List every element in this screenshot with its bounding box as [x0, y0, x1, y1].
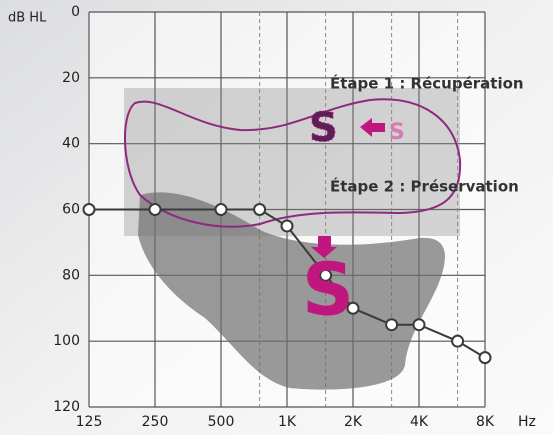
y-tick-label: 80 [62, 267, 80, 283]
speech-zone [138, 192, 445, 390]
data-point [385, 318, 399, 332]
x-tick-label: 1K [278, 414, 297, 430]
data-point [148, 203, 162, 216]
x-axis-label: Hz [518, 414, 536, 430]
x-tick-label: 250 [142, 414, 169, 430]
data-point [82, 203, 96, 216]
y-tick-label: 60 [62, 202, 80, 218]
data-point [214, 203, 228, 216]
arrow-left [360, 118, 385, 137]
annotation: S [302, 248, 354, 332]
data-point [319, 268, 333, 282]
x-tick-label: 8K [476, 414, 495, 430]
data-point [346, 301, 360, 315]
y-tick-label: 20 [62, 70, 80, 86]
y-tick-label: 120 [53, 399, 80, 415]
data-point [478, 351, 492, 365]
data-point [412, 318, 426, 332]
arrow-down [311, 236, 337, 258]
x-tick-label: 2K [344, 414, 363, 430]
y-tick-label: 100 [53, 333, 80, 349]
y-tick-label: 40 [62, 136, 80, 152]
annotation: S [389, 120, 405, 145]
data-point [253, 203, 267, 216]
y-tick-label: 0 [71, 4, 80, 20]
annotation: Étape 1 : Récupération [330, 74, 524, 93]
y-axis-label: dB HL [8, 11, 47, 26]
annotation: S [309, 105, 338, 151]
x-tick-label: 500 [208, 414, 235, 430]
x-tick-label: 125 [76, 414, 103, 430]
data-point [280, 219, 294, 233]
x-tick-label: 4K [410, 414, 429, 430]
plot [82, 203, 492, 365]
annotation: Étape 2 : Préservation [330, 177, 519, 196]
data-point [451, 334, 465, 348]
